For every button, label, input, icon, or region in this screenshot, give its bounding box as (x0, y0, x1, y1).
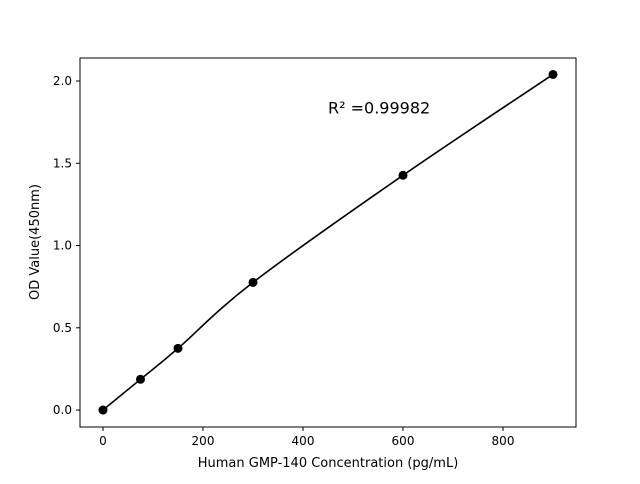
data-point (548, 69, 558, 79)
fit-curve-layer (102, 73, 554, 411)
x-axis-label: Human GMP-140 Concentration (pg/mL) (198, 456, 459, 471)
y-axis: 0.0 0.5 1.0 1.5 2.0 (53, 74, 80, 417)
x-tick-label: 600 (392, 434, 415, 448)
r-squared-annotation: R² =0.99982 (328, 98, 430, 117)
x-tick-label: 800 (492, 434, 515, 448)
data-point (248, 277, 258, 287)
y-tick-label: 0.0 (53, 403, 72, 417)
y-tick-label: 1.5 (53, 156, 72, 170)
y-tick-label: 1.0 (53, 239, 72, 253)
x-tick-label: 400 (292, 434, 315, 448)
plot-frame (79, 57, 577, 428)
x-tick-label: 0 (99, 434, 107, 448)
data-point (98, 405, 108, 415)
y-tick-label: 0.5 (53, 321, 72, 335)
y-axis-label: OD Value(450nm) (28, 184, 43, 300)
data-point (173, 343, 183, 353)
y-tick-label: 2.0 (53, 74, 72, 88)
data-point (136, 374, 145, 384)
data-point (398, 170, 408, 180)
fit-curve (102, 73, 554, 411)
data-points (98, 69, 558, 415)
x-tick-label: 200 (192, 434, 215, 448)
x-axis: 0 200 400 600 800 (99, 427, 514, 448)
